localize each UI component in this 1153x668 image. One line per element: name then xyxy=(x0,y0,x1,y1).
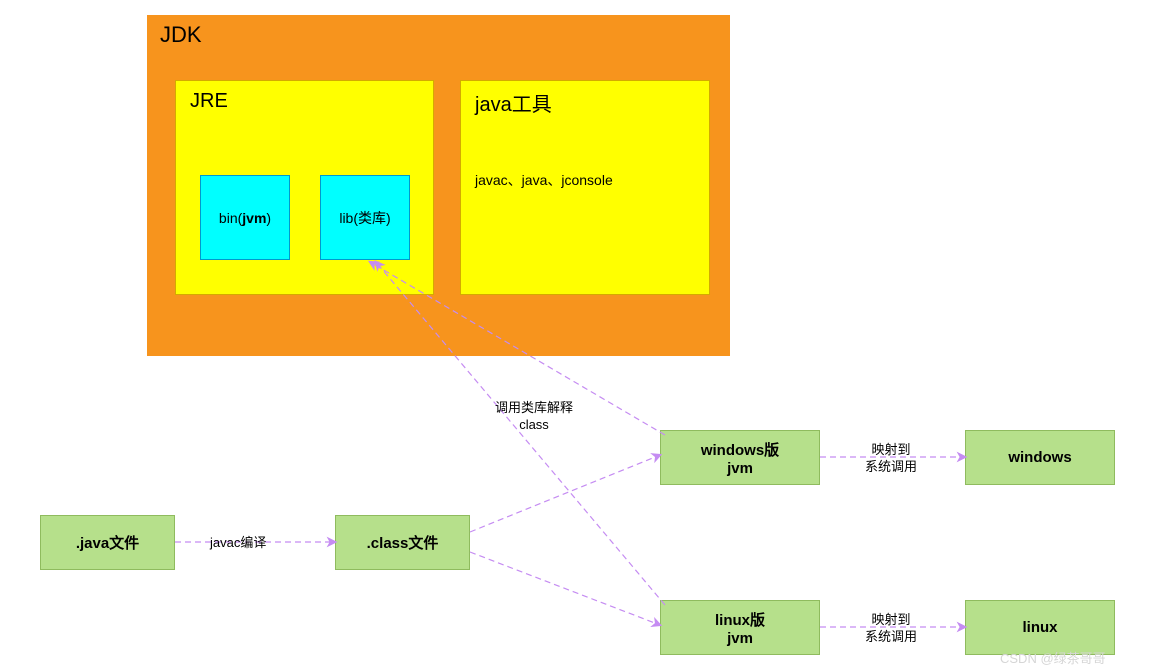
edge-label-win_jvm-windows: 映射到系统调用 xyxy=(865,442,917,476)
edge-label-java_file-class_file: javac编译 xyxy=(210,535,266,552)
node-windows: windows xyxy=(965,430,1115,485)
node-windows-label: windows xyxy=(1008,449,1071,466)
watermark: CSDN @绿茶哥哥 xyxy=(1000,648,1106,667)
node-java-file-label: .java文件 xyxy=(76,532,139,553)
node-linux: linux xyxy=(965,600,1115,655)
node-windows-jvm: windows版jvm xyxy=(660,430,820,485)
bin-jvm-box: bin(jvm) xyxy=(200,175,290,260)
bin-label: bin(jvm) xyxy=(219,210,271,226)
node-class-file-label: .class文件 xyxy=(367,532,439,553)
node-class-file: .class文件 xyxy=(335,515,470,570)
lib-box: lib(类库) xyxy=(320,175,410,260)
node-windows-jvm-label: windows版jvm xyxy=(701,439,779,477)
node-linux-jvm: linux版jvm xyxy=(660,600,820,655)
jre-title: JRE xyxy=(190,90,228,113)
edge-label-linux_jvm-linux: 映射到系统调用 xyxy=(865,612,917,646)
node-java-file: .java文件 xyxy=(40,515,175,570)
node-linux-label: linux xyxy=(1022,619,1057,636)
edge-class_file-win_jvm xyxy=(470,455,660,532)
java-tools-subtitle: javac、java、jconsole xyxy=(475,170,613,190)
lib-label: lib(类库) xyxy=(339,208,390,228)
edge-class_file-linux_jvm xyxy=(470,552,660,625)
java-tools-title: java工具 xyxy=(475,88,552,117)
node-linux-jvm-label: linux版jvm xyxy=(715,609,765,647)
jdk-title: JDK xyxy=(160,22,202,48)
edge-label-win_jvm-lib: 调用类库解释class xyxy=(495,400,573,434)
